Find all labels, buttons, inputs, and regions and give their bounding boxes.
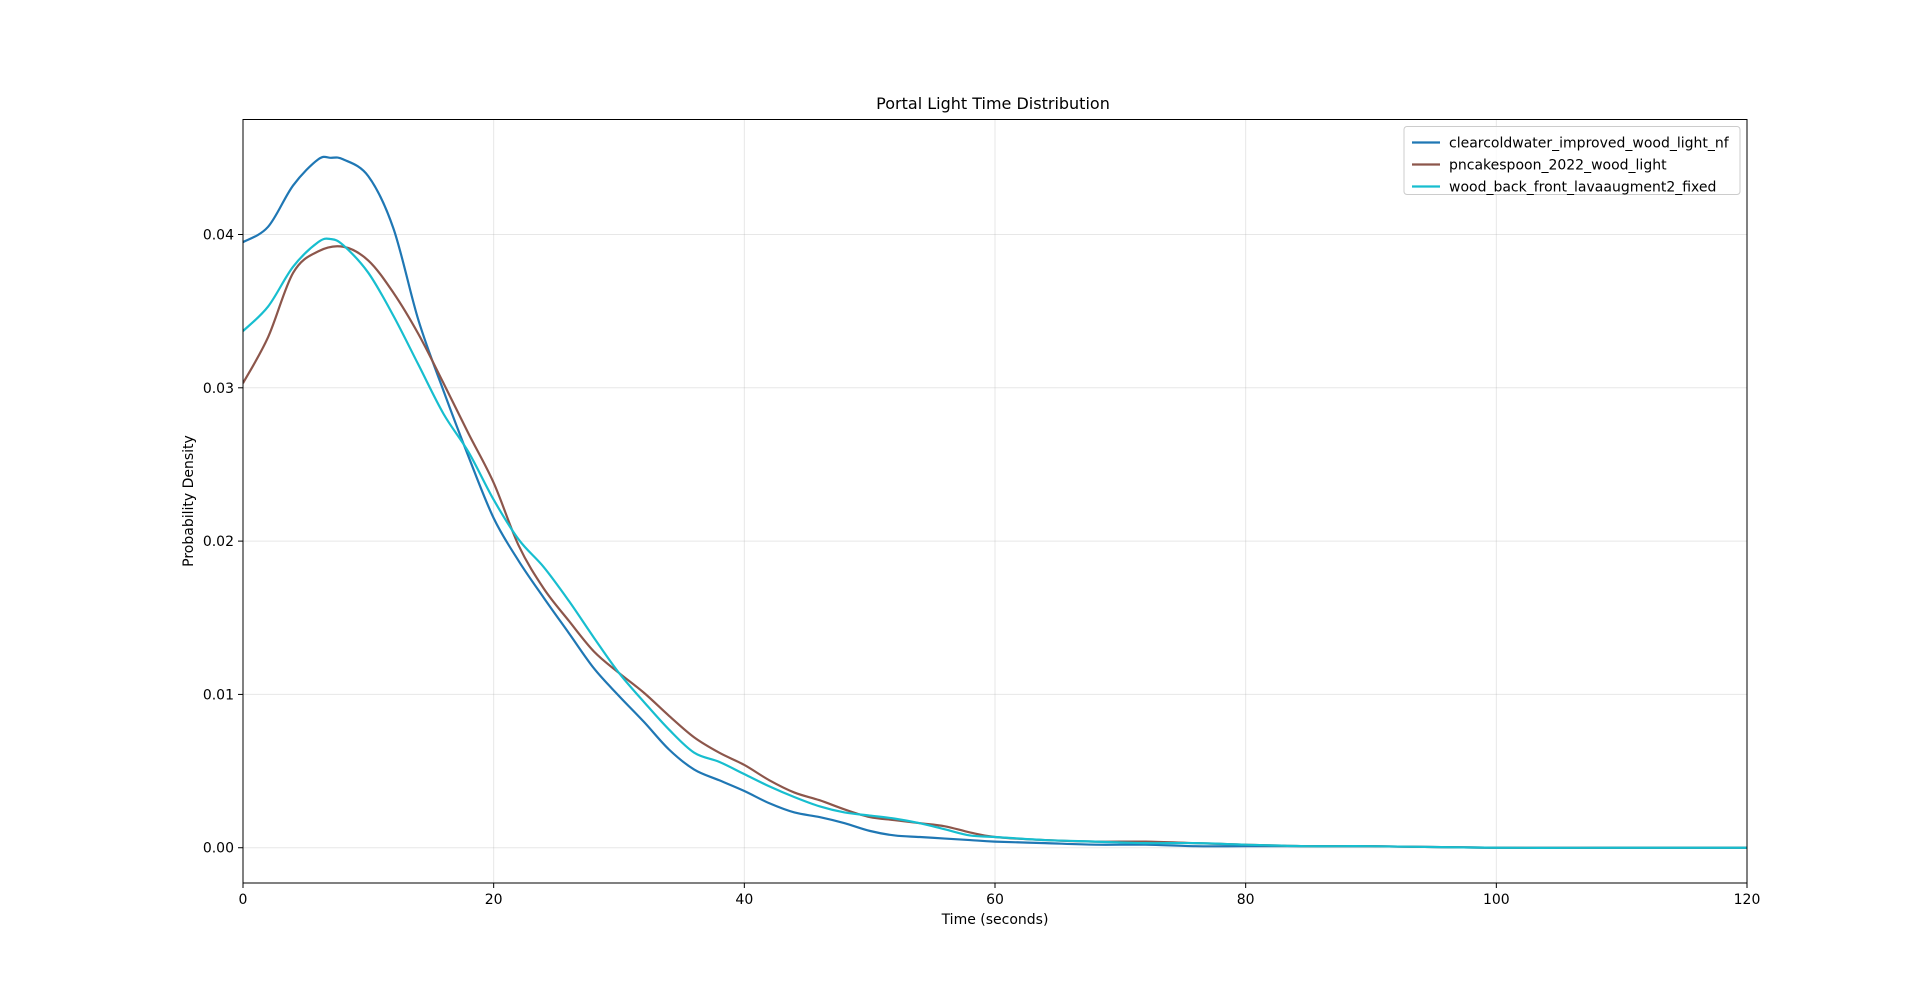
- y-tick-label: 0.03: [203, 381, 234, 397]
- y-axis-label: Probability Density: [181, 435, 197, 567]
- x-axis: 0 20 40 60 80 100 120: [239, 883, 1761, 908]
- x-tick-label: 80: [1237, 892, 1255, 908]
- x-tick-label: 20: [485, 892, 503, 908]
- legend: clearcoldwater_improved_wood_light_nfpnc…: [1403, 126, 1741, 196]
- legend-label: wood_back_front_lavaaugment2_fixed: [1449, 180, 1716, 196]
- series-lines: [243, 155, 1747, 849]
- y-axis: 0.00 0.01 0.02 0.03 0.04: [203, 227, 243, 857]
- y-tick-label: 0.00: [203, 841, 234, 857]
- legend-label: pncakespoon_2022_wood_light: [1449, 158, 1667, 174]
- y-tick-label: 0.01: [203, 687, 234, 703]
- x-tick-label: 120: [1734, 892, 1761, 908]
- x-axis-label: Time (seconds): [941, 912, 1049, 928]
- grid: [242, 119, 1748, 883]
- x-tick-label: 40: [735, 892, 753, 908]
- chart-title: Portal Light Time Distribution: [876, 94, 1110, 113]
- x-tick-label: 0: [239, 892, 248, 908]
- legend-box: [1403, 126, 1741, 195]
- y-tick-label: 0.02: [203, 534, 234, 550]
- x-tick-label: 100: [1483, 892, 1510, 908]
- legend-label: clearcoldwater_improved_wood_light_nf: [1449, 136, 1730, 152]
- y-tick-label: 0.04: [203, 227, 234, 243]
- series-line-2: [243, 237, 1747, 849]
- x-tick-label: 60: [986, 892, 1004, 908]
- series-line-0: [243, 155, 1747, 849]
